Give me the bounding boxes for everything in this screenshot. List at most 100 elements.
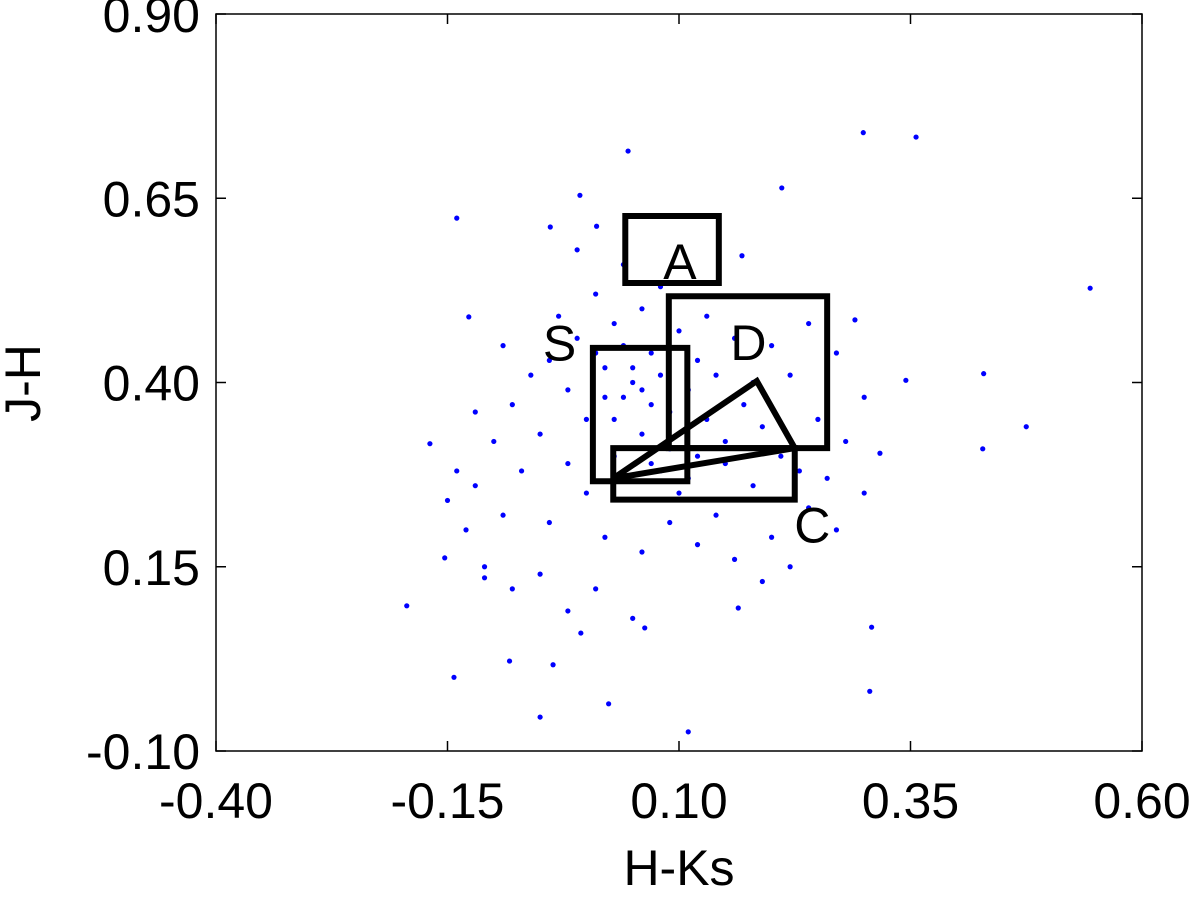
point <box>833 350 840 356</box>
point <box>620 394 627 400</box>
point <box>602 365 608 371</box>
point <box>625 148 631 154</box>
point <box>565 387 571 393</box>
point <box>694 542 701 548</box>
y-tick-label: 0.40 <box>103 356 200 412</box>
point <box>769 534 775 540</box>
point <box>806 320 812 327</box>
point <box>506 658 513 664</box>
point <box>509 402 515 408</box>
point <box>913 134 919 140</box>
point <box>593 291 599 297</box>
point <box>574 335 580 341</box>
point <box>442 555 448 561</box>
x-tick-label: 0.35 <box>862 773 959 829</box>
point <box>404 603 410 609</box>
point <box>574 247 580 253</box>
point <box>833 527 840 533</box>
point <box>537 431 543 437</box>
point <box>648 460 654 467</box>
point <box>759 578 765 585</box>
point <box>739 253 745 259</box>
point <box>769 343 775 349</box>
point <box>602 534 608 540</box>
region <box>611 376 800 482</box>
point <box>731 335 738 341</box>
region-label: C <box>794 498 830 554</box>
point <box>778 453 784 459</box>
plot-frame <box>215 13 1143 752</box>
point <box>867 688 873 694</box>
point <box>500 343 506 349</box>
point <box>611 320 617 327</box>
point <box>427 441 433 447</box>
point <box>750 483 756 489</box>
point <box>518 468 525 474</box>
point <box>583 416 590 422</box>
point <box>444 497 451 504</box>
point <box>578 630 584 636</box>
point <box>528 372 534 378</box>
point <box>648 402 654 408</box>
point <box>565 460 571 467</box>
point <box>565 608 571 614</box>
region-label: D <box>730 315 766 371</box>
point <box>877 450 883 456</box>
region <box>665 293 831 452</box>
point <box>550 662 556 668</box>
point <box>860 130 866 136</box>
y-tick-label: -0.10 <box>86 724 200 780</box>
point <box>694 453 701 459</box>
point <box>787 564 793 570</box>
point <box>713 372 719 378</box>
point <box>593 223 600 229</box>
point <box>981 371 987 377</box>
point <box>869 624 875 630</box>
point <box>577 192 583 198</box>
x-tick-label: -0.40 <box>159 773 273 829</box>
point <box>815 416 821 422</box>
y-axis-label: J-H <box>0 344 51 422</box>
point <box>491 438 497 445</box>
point <box>481 564 488 570</box>
point <box>741 402 747 408</box>
point <box>980 446 986 452</box>
region-label: S <box>543 316 576 372</box>
point <box>454 215 460 221</box>
point <box>779 185 785 191</box>
x-tick-label: -0.15 <box>391 773 505 829</box>
point <box>454 468 460 474</box>
y-tick-label: 0.15 <box>103 540 200 596</box>
point <box>685 729 691 735</box>
point <box>500 512 506 518</box>
point <box>547 224 553 230</box>
point <box>630 365 636 371</box>
point <box>861 394 867 400</box>
point <box>735 605 741 611</box>
point <box>796 468 802 474</box>
region-label: A <box>663 234 697 290</box>
point <box>787 372 793 378</box>
point <box>759 424 765 430</box>
point <box>611 416 617 422</box>
point <box>639 387 645 393</box>
point <box>731 556 738 562</box>
point <box>509 586 515 592</box>
point <box>472 409 478 415</box>
point <box>463 527 469 533</box>
region <box>610 445 798 503</box>
point <box>546 519 552 526</box>
point <box>903 377 909 383</box>
point <box>602 394 608 400</box>
y-tick-label: 0.90 <box>103 0 200 43</box>
point <box>472 483 478 489</box>
point <box>642 625 648 631</box>
point <box>713 512 719 518</box>
region <box>622 212 722 287</box>
point <box>861 490 867 496</box>
point <box>704 313 710 319</box>
point <box>667 519 673 526</box>
x-tick-label: 0.10 <box>630 773 727 829</box>
x-tick-label: 0.60 <box>1093 773 1190 829</box>
